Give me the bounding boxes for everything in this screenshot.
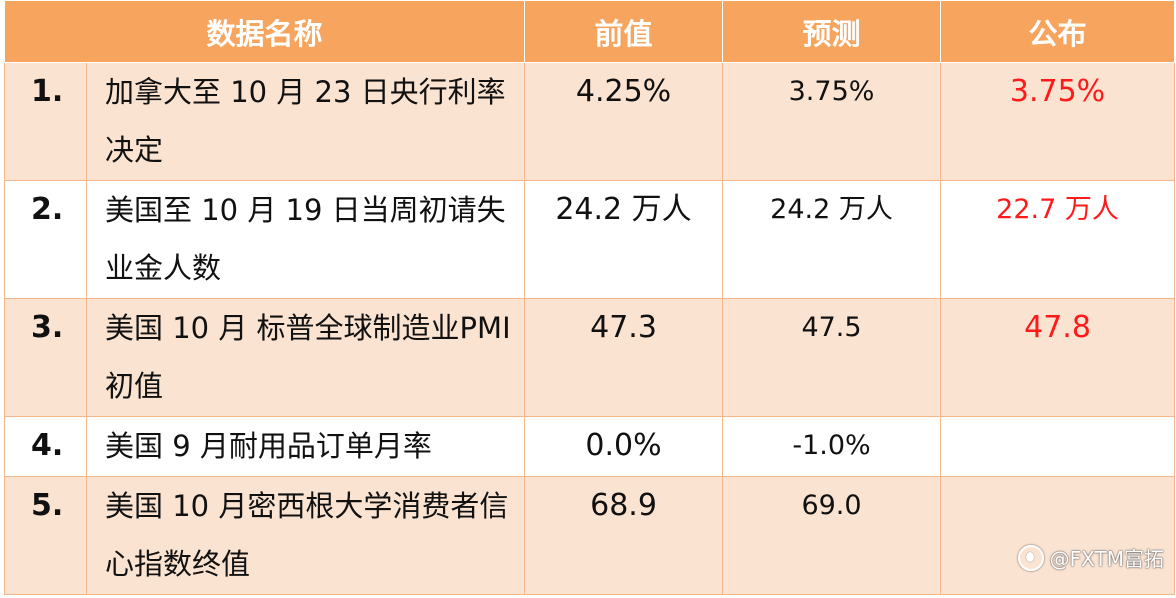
watermark: @FXTM富拓 xyxy=(1017,543,1164,572)
economic-data-table: 数据名称 前值 预测 公布 1. 加拿大至 10 月 23 日央行利率决定 4.… xyxy=(3,0,1176,595)
row-previous: 68.9 xyxy=(524,476,724,595)
header-data-name: 数据名称 xyxy=(3,0,526,63)
watermark-text: @FXTM富拓 xyxy=(1049,547,1164,571)
row-actual: 3.75% xyxy=(940,62,1176,181)
row-forecast: 24.2 万人 xyxy=(722,180,942,299)
row-index: 3. xyxy=(4,298,87,417)
row-forecast: 47.5 xyxy=(722,298,942,417)
row-previous: 47.3 xyxy=(524,298,724,417)
row-forecast: 69.0 xyxy=(722,476,942,595)
row-actual: 22.7 万人 xyxy=(940,180,1176,299)
row-actual: 47.8 xyxy=(940,298,1176,417)
header-actual: 公布 xyxy=(940,0,1176,63)
row-index: 4. xyxy=(4,416,87,477)
row-name: 美国 9 月耐用品订单月率 xyxy=(85,416,526,477)
row-name: 加拿大至 10 月 23 日央行利率决定 xyxy=(85,62,526,181)
row-name: 美国至 10 月 19 日当周初请失业金人数 xyxy=(85,180,526,299)
row-index: 1. xyxy=(4,62,87,181)
header-forecast: 预测 xyxy=(722,0,942,63)
row-previous: 4.25% xyxy=(524,62,724,181)
table-header-row: 数据名称 前值 预测 公布 xyxy=(3,0,1176,63)
table-row: 4. 美国 9 月耐用品订单月率 0.0% -1.0% xyxy=(4,416,1176,477)
row-forecast: -1.0% xyxy=(722,416,942,477)
header-previous: 前值 xyxy=(524,0,724,63)
table-row: 2. 美国至 10 月 19 日当周初请失业金人数 24.2 万人 24.2 万… xyxy=(4,180,1176,299)
weibo-logo-icon xyxy=(1017,544,1044,571)
table-row: 3. 美国 10 月 标普全球制造业PMI 初值 47.3 47.5 47.8 xyxy=(4,298,1176,417)
row-previous: 0.0% xyxy=(524,416,724,477)
row-index: 2. xyxy=(4,180,87,299)
row-index: 5. xyxy=(4,476,87,595)
row-actual xyxy=(940,416,1176,477)
table-row: 5. 美国 10 月密西根大学消费者信心指数终值 68.9 69.0 xyxy=(4,476,1176,595)
table-row: 1. 加拿大至 10 月 23 日央行利率决定 4.25% 3.75% 3.75… xyxy=(4,62,1176,181)
row-forecast: 3.75% xyxy=(722,62,942,181)
row-previous: 24.2 万人 xyxy=(524,180,724,299)
row-name: 美国 10 月 标普全球制造业PMI 初值 xyxy=(85,298,526,417)
row-name: 美国 10 月密西根大学消费者信心指数终值 xyxy=(85,476,526,595)
row-actual xyxy=(940,476,1176,595)
